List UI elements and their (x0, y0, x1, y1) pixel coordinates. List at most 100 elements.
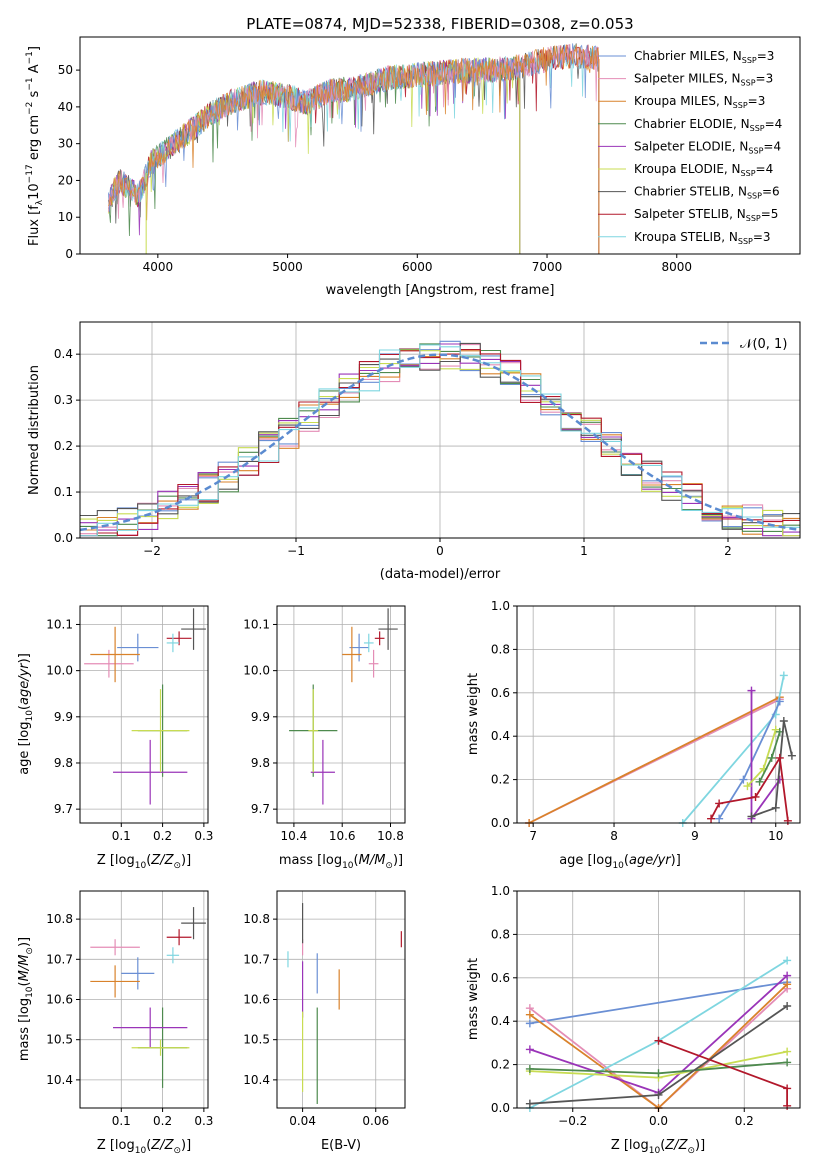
x-tick-label: 2 (724, 544, 732, 558)
weight-point-marker (743, 782, 752, 791)
y-tick-label: 20 (58, 173, 73, 187)
spectrum-xlabel: wavelength [Angstrom, rest frame] (326, 283, 555, 298)
spectrum-legend-label: Chabrier ELODIE, NSSP=4 (634, 117, 782, 133)
age-mass-frame (276, 605, 406, 824)
weight-point-marker (707, 814, 716, 823)
y-tick-label: 0.0 (491, 816, 510, 830)
weight-z-panel: −0.2 0.0 0.2 0.0 0.2 0.4 0.6 0.8 1.0 Z [log10(Z/… (466, 884, 801, 1156)
x-tick-label: −1 (287, 544, 305, 558)
spectrum-series-line (108, 44, 600, 205)
spectrum-series-line (108, 43, 600, 212)
y-tick-label: 1.0 (491, 599, 510, 613)
weight-point-marker (525, 1019, 534, 1028)
x-tick-label: 1 (580, 544, 588, 558)
weight-point-marker (751, 792, 760, 801)
y-tick-label: 0.2 (491, 1058, 510, 1072)
y-tick-label: 10.7 (46, 952, 73, 966)
x-tick-label: 0.3 (194, 1114, 213, 1128)
y-tick-label: 10.1 (46, 617, 73, 631)
weight-age-ylabel: mass weight (466, 673, 481, 755)
y-tick-label: 10.0 (243, 664, 270, 678)
spectrum-series-line (108, 44, 600, 221)
weight-point-marker (779, 671, 788, 680)
age-z-xlabel: Z [log10(Z/Z⊙)] (97, 853, 191, 871)
y-tick-label: 0.2 (54, 439, 73, 453)
mass-z-xlabel: Z [log10(Z/Z⊙)] (97, 1138, 191, 1156)
x-tick-label: −2 (143, 544, 161, 558)
y-tick-label: 40 (58, 100, 73, 114)
weight-age-panel: 7 8 9 10 0.0 0.2 0.4 0.6 0.8 1.0 age [log10(age/y… (466, 599, 801, 871)
y-tick-label: 0.4 (491, 1014, 510, 1028)
normal-legend-label: 𝒩(0, 1) (740, 337, 787, 352)
weight-point-marker (525, 1045, 534, 1054)
age-z-panel: 0.1 0.2 0.3 9.7 9.8 9.9 10.0 10.1 Z [log10(Z/Z⊙… (17, 605, 213, 871)
age-z-ylabel: age [log10(age/yr)] (17, 653, 35, 775)
x-tick-label: 0.2 (735, 1114, 754, 1128)
y-tick-label: 10.8 (46, 912, 73, 926)
spectrum-legend-label: Salpeter ELODIE, NSSP=4 (634, 139, 781, 155)
spectrum-ylabel: Flux [fλ10−17 erg cm−2 s−1 A−1] (25, 46, 45, 246)
x-tick-label: 0.3 (194, 829, 213, 843)
y-tick-label: 0.6 (491, 971, 510, 985)
weight-point-marker (525, 1064, 534, 1073)
x-tick-label: 0.2 (153, 1114, 172, 1128)
y-tick-label: 0.6 (491, 686, 510, 700)
residual-panel: −2 −1 0 1 2 0.0 0.1 0.2 0.3 0.4 𝒩(0, 1) (data-mod… (27, 321, 801, 582)
y-tick-label: 30 (58, 137, 73, 151)
weight-z-xlabel: Z [log10(Z/Z⊙)] (611, 1138, 705, 1156)
weight-point-marker (783, 1101, 792, 1110)
weight-age-xlabel: age [log10(age/yr)] (559, 853, 681, 871)
y-tick-label: 9.8 (54, 756, 73, 770)
y-tick-label: 0.0 (54, 531, 73, 545)
y-tick-label: 50 (58, 63, 73, 77)
weight-point-marker (747, 686, 756, 695)
mass-ebv-panel: 0.04 0.06 10.4 10.5 10.6 10.7 10.8 E(B-V) (243, 890, 406, 1153)
weight-z-ylabel: mass weight (466, 958, 481, 1040)
y-tick-label: 0.3 (54, 393, 73, 407)
y-tick-label: 9.7 (54, 802, 73, 816)
y-tick-label: 0.2 (491, 773, 510, 787)
normal-curve (79, 353, 801, 532)
y-tick-label: 0.4 (491, 729, 510, 743)
weight-point-marker (787, 751, 796, 760)
weight-point-marker (715, 799, 724, 808)
weight-point-marker (775, 753, 784, 762)
spectrum-legend-label: Kroupa MILES, NSSP=3 (634, 94, 765, 110)
x-tick-label: 0.1 (112, 829, 131, 843)
weight-series-line (528, 696, 781, 824)
weight-point-marker (783, 956, 792, 965)
x-tick-label: 6000 (402, 260, 433, 274)
weight-point-marker (783, 1084, 792, 1093)
weight-point-marker (715, 814, 724, 823)
x-tick-label: 10 (768, 829, 783, 843)
x-tick-label: 4000 (143, 260, 174, 274)
spectrum-legend-label: Salpeter MILES, NSSP=3 (634, 72, 773, 88)
x-tick-label: 10.4 (281, 829, 308, 843)
x-tick-label: −0.2 (558, 1114, 587, 1128)
weight-point-marker (525, 1099, 534, 1108)
residual-histogram (80, 349, 800, 537)
weight-series-line (529, 981, 788, 1025)
spectrum-legend-label: Chabrier STELIB, NSSP=6 (634, 185, 780, 201)
x-tick-label: 10.8 (377, 829, 404, 843)
weight-point-marker (783, 1002, 792, 1011)
weight-point-marker (525, 1010, 534, 1019)
residual-xlabel: (data-model)/error (380, 567, 501, 582)
x-tick-label: 5000 (272, 260, 303, 274)
weight-point-marker (739, 775, 748, 784)
weight-age-frame (516, 605, 801, 824)
weight-point-marker (654, 1069, 663, 1078)
mass-z-panel: 0.1 0.2 0.3 10.4 10.5 10.6 10.7 10.8 Z [log10(Z… (17, 890, 213, 1156)
weight-point-marker (654, 1036, 663, 1045)
spectrum-legend-label: Kroupa ELODIE, NSSP=4 (634, 162, 773, 178)
weight-point-marker (783, 980, 792, 989)
y-tick-label: 10.4 (46, 1073, 73, 1087)
y-tick-label: 0.8 (491, 927, 510, 941)
y-tick-label: 10 (58, 210, 73, 224)
y-tick-label: 0.4 (54, 347, 73, 361)
x-tick-label: 10.6 (329, 829, 356, 843)
weight-point-marker (755, 777, 764, 786)
x-tick-label: 8000 (661, 260, 692, 274)
mass-z-ylabel: mass [log10(M/M⊙)] (17, 937, 35, 1061)
